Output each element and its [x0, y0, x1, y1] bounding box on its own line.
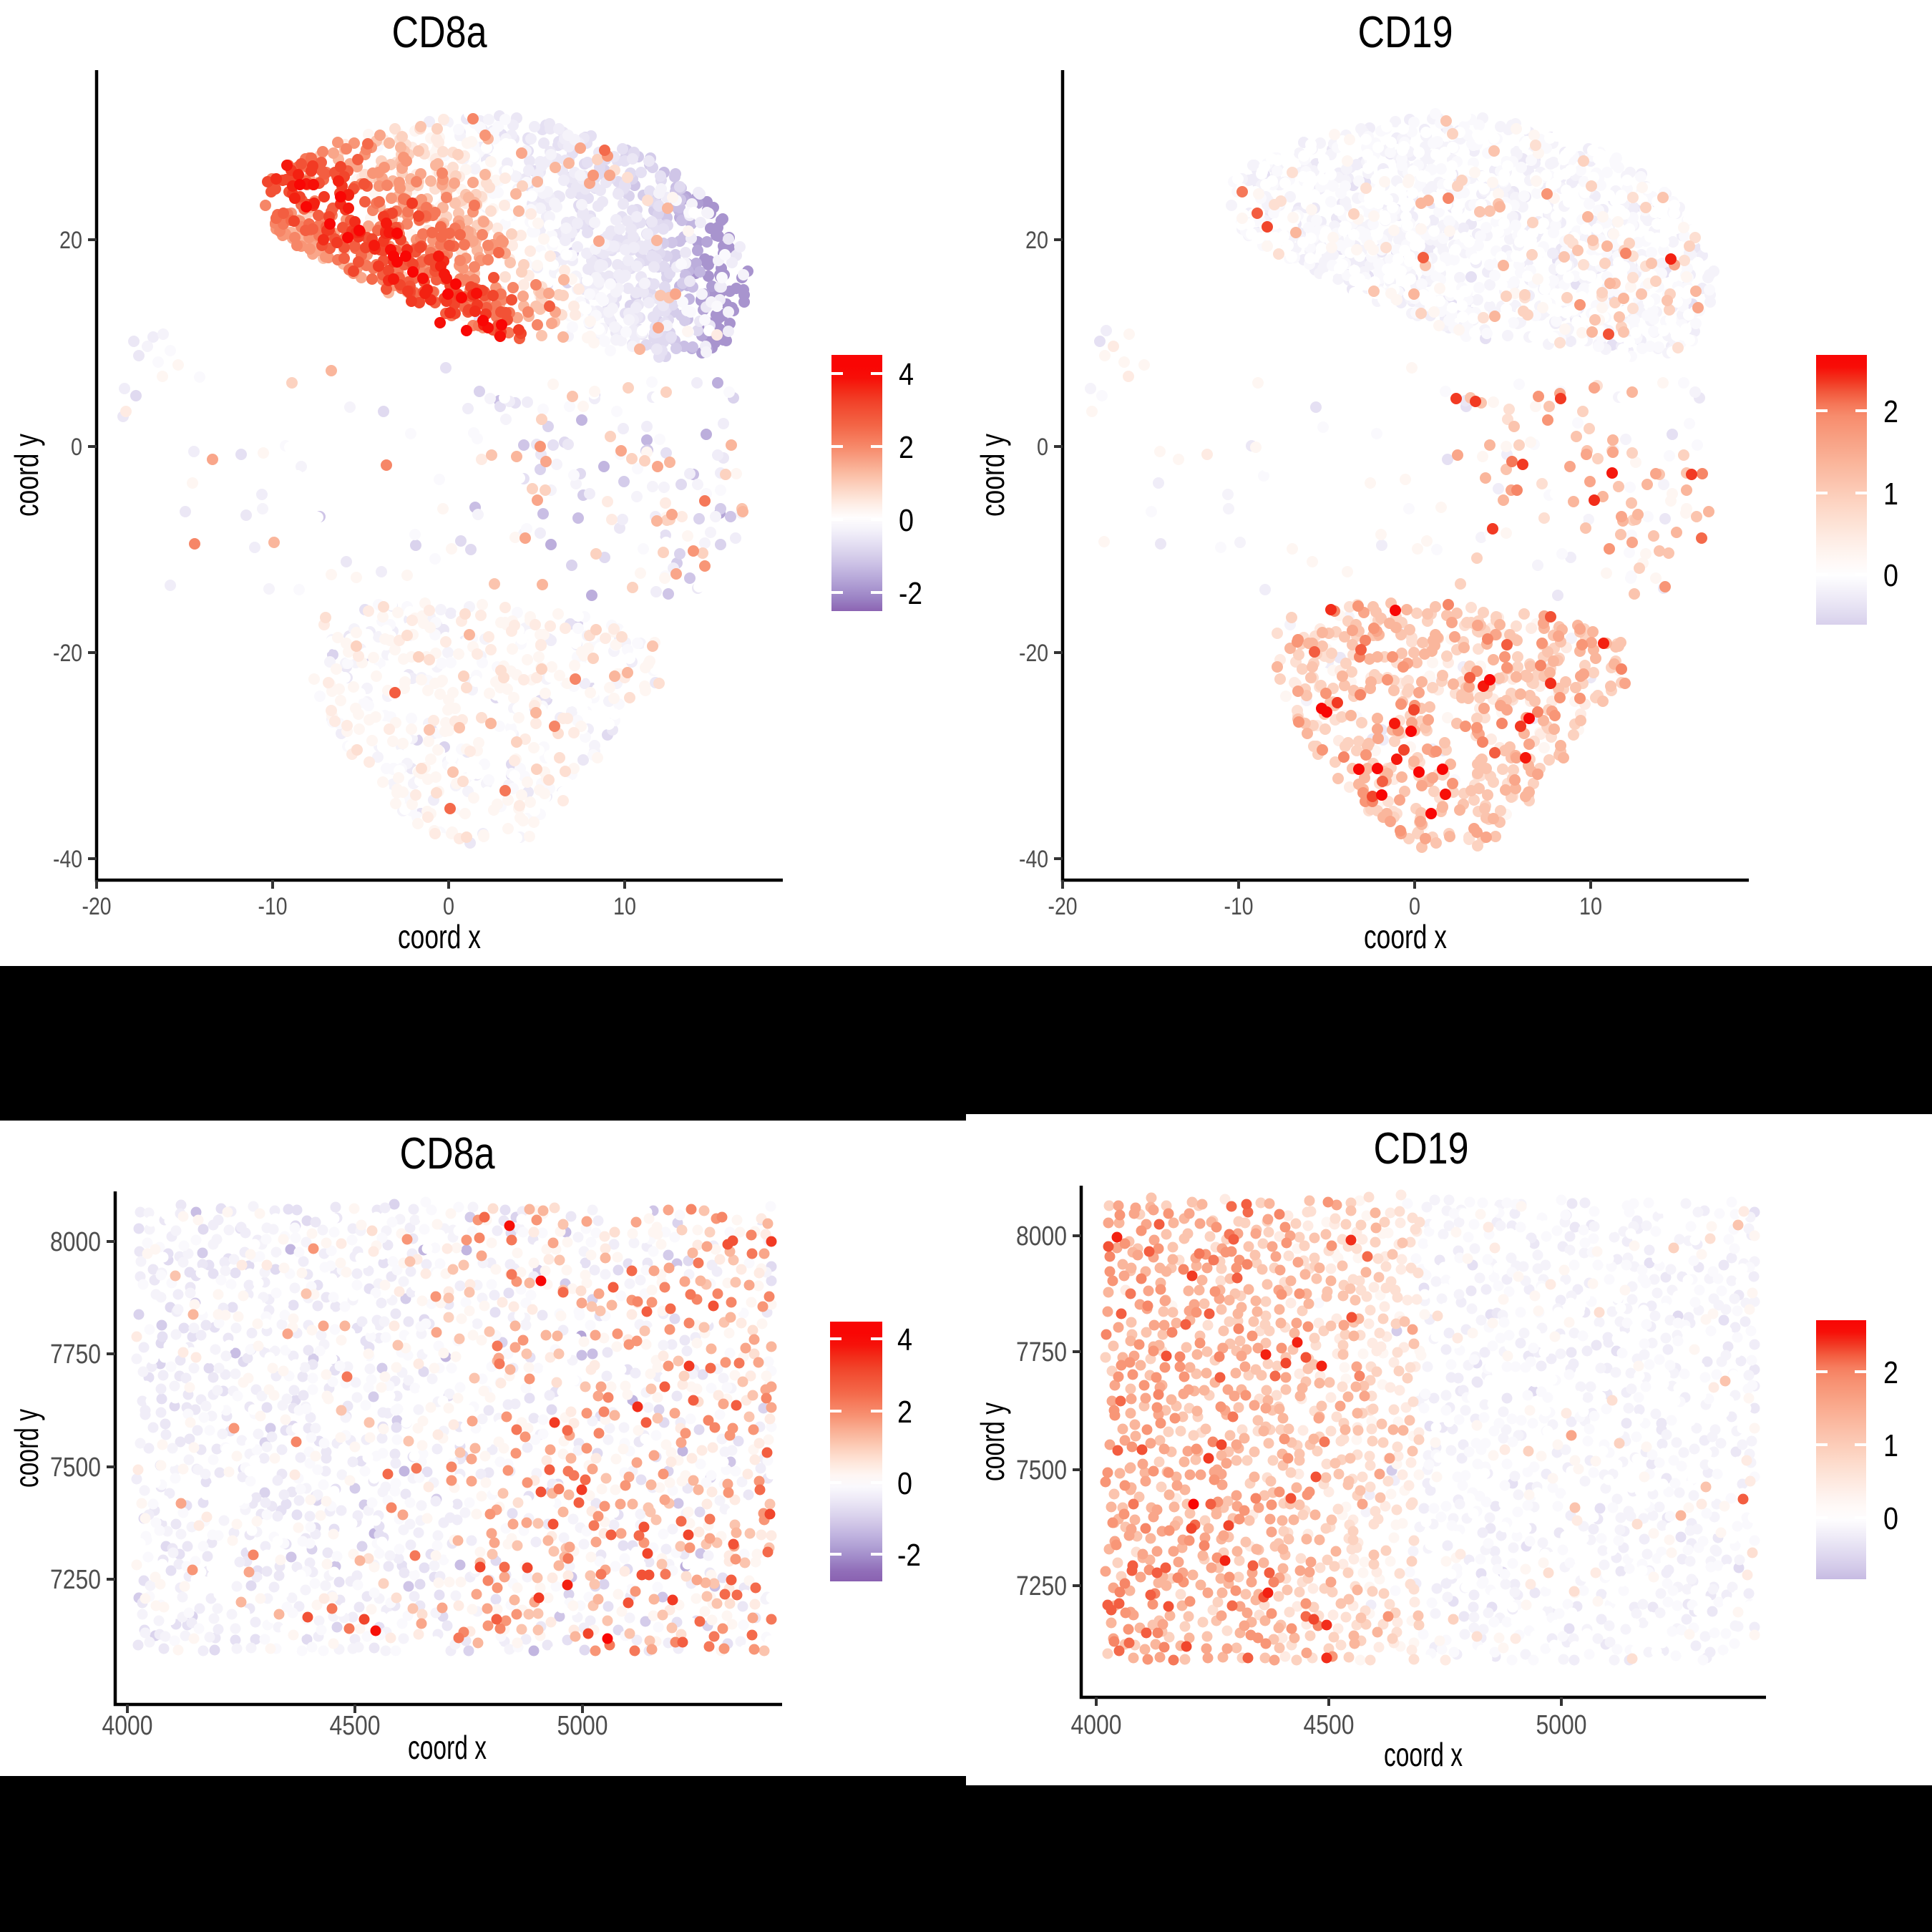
svg-text:2: 2: [1883, 1355, 1898, 1390]
svg-text:2: 2: [897, 1395, 912, 1430]
svg-text:-20: -20: [1048, 893, 1078, 920]
svg-text:0: 0: [897, 1466, 912, 1501]
svg-text:0: 0: [1883, 1501, 1898, 1536]
svg-text:0: 0: [71, 434, 82, 461]
svg-text:coord y: coord y: [974, 434, 1011, 517]
svg-text:7750: 7750: [50, 1340, 101, 1370]
svg-text:4500: 4500: [330, 1711, 381, 1741]
svg-text:4500: 4500: [1304, 1710, 1355, 1740]
svg-text:7750: 7750: [1016, 1337, 1067, 1367]
svg-text:4000: 4000: [1071, 1710, 1122, 1740]
svg-text:0: 0: [1409, 893, 1420, 920]
svg-text:CD19: CD19: [1358, 8, 1453, 57]
svg-text:7250: 7250: [50, 1565, 101, 1595]
svg-text:coord y: coord y: [974, 1402, 1011, 1481]
svg-text:8000: 8000: [1016, 1221, 1067, 1252]
svg-text:CD8a: CD8a: [392, 8, 487, 57]
svg-text:8000: 8000: [50, 1227, 101, 1257]
svg-text:1: 1: [1883, 477, 1898, 512]
svg-text:-40: -40: [1019, 846, 1048, 873]
svg-text:10: 10: [1579, 893, 1602, 920]
svg-text:-20: -20: [53, 640, 82, 667]
svg-text:-20: -20: [82, 893, 112, 920]
svg-text:20: 20: [59, 227, 82, 254]
svg-text:coord x: coord x: [408, 1729, 487, 1766]
svg-text:0: 0: [899, 503, 914, 538]
svg-text:coord x: coord x: [398, 918, 481, 955]
svg-text:CD8a: CD8a: [400, 1129, 495, 1179]
svg-text:20: 20: [1025, 227, 1048, 254]
svg-text:2: 2: [899, 430, 914, 465]
svg-text:4: 4: [897, 1322, 912, 1357]
svg-text:7500: 7500: [50, 1453, 101, 1483]
svg-text:7500: 7500: [1016, 1455, 1067, 1485]
svg-text:CD19: CD19: [1374, 1124, 1469, 1174]
svg-text:5000: 5000: [557, 1711, 608, 1741]
svg-text:-20: -20: [1019, 640, 1048, 667]
svg-text:0: 0: [1037, 434, 1048, 461]
svg-text:-10: -10: [1224, 893, 1254, 920]
svg-text:coord x: coord x: [1384, 1736, 1463, 1773]
svg-text:coord y: coord y: [8, 1409, 45, 1488]
svg-text:4: 4: [899, 357, 914, 392]
svg-text:-10: -10: [258, 893, 288, 920]
svg-text:-2: -2: [897, 1538, 921, 1573]
svg-text:-40: -40: [53, 846, 82, 873]
svg-text:4000: 4000: [102, 1711, 153, 1741]
svg-text:7250: 7250: [1016, 1571, 1067, 1601]
svg-text:0: 0: [1883, 558, 1898, 593]
svg-text:-2: -2: [899, 576, 922, 611]
svg-text:1: 1: [1883, 1428, 1898, 1463]
svg-text:coord y: coord y: [8, 434, 45, 517]
svg-text:coord x: coord x: [1364, 918, 1447, 955]
svg-text:0: 0: [443, 893, 454, 920]
svg-text:10: 10: [613, 893, 636, 920]
svg-text:5000: 5000: [1536, 1710, 1587, 1740]
svg-text:2: 2: [1883, 394, 1898, 429]
